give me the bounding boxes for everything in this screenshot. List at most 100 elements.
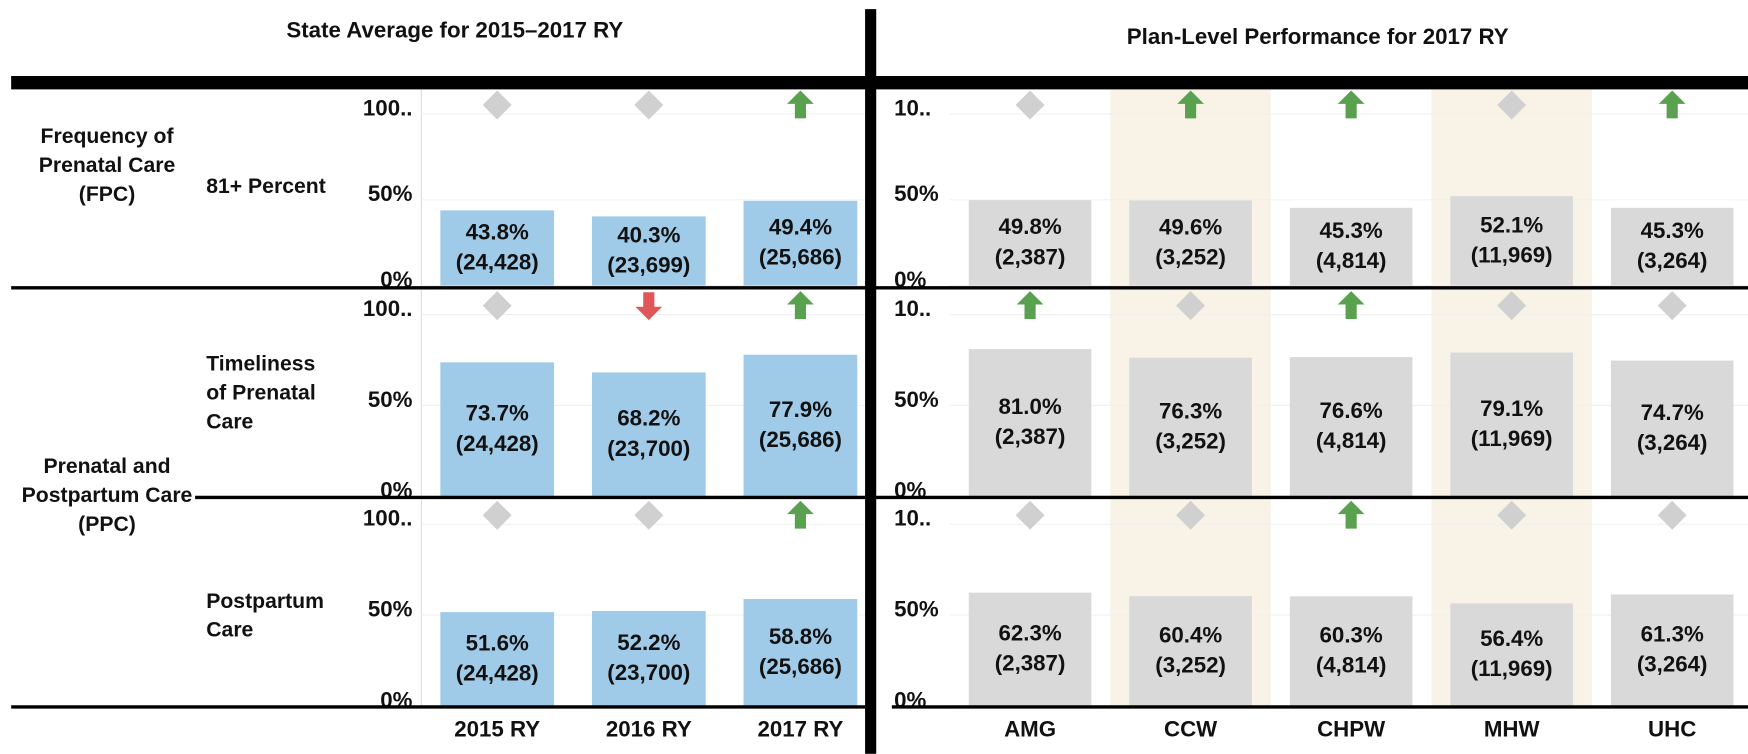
y-tick-label: 50% [368, 181, 413, 206]
count-label: (24,428) [456, 249, 539, 274]
count-label: (3,252) [1155, 245, 1226, 270]
measure-label-box: Postpartum Care [206, 500, 333, 706]
value-label: 58.8% [769, 624, 832, 649]
value-label: 79.1% [1480, 396, 1543, 421]
x-tick-label: CCW [1164, 716, 1218, 741]
count-label: (2,387) [995, 244, 1066, 269]
trend-flat [1015, 90, 1045, 120]
bar [1289, 596, 1413, 706]
value-label: 49.8% [998, 214, 1061, 239]
x-tick-label: UHC [1648, 716, 1696, 741]
trend-flat [634, 90, 664, 120]
y-tick-label: 10.. [894, 95, 931, 120]
x-tick-label: 2017 RY [757, 716, 843, 741]
count-label: (2,387) [995, 651, 1066, 676]
count-label: (23,700) [607, 436, 690, 461]
value-label: 51.6% [466, 630, 529, 655]
value-label: 73.7% [466, 401, 529, 426]
bar [743, 200, 858, 286]
value-label: 76.6% [1320, 398, 1383, 423]
trend-up [1177, 90, 1204, 119]
trend-up [1016, 291, 1044, 320]
group-label: Frequency of Prenatal Care (FPC) [38, 125, 176, 207]
trend-flat [482, 90, 512, 120]
trend-flat [1497, 291, 1527, 321]
x-tick-label: 2016 RY [606, 716, 692, 741]
group-label-box: Prenatal and Postpartum Care (PPC) [22, 455, 193, 536]
y-tick-label: 50% [368, 387, 413, 412]
count-label: (3,252) [1155, 428, 1226, 453]
marks: 0%50%100..43.8%(24,428)40.3%(23,699)49.4… [363, 90, 1734, 741]
value-label: 60.3% [1320, 622, 1383, 647]
bar [440, 210, 555, 286]
measure-label-text: 81+ Percent [206, 175, 326, 199]
bar [1129, 200, 1252, 286]
measure-label-text: Postpartum Care [206, 589, 324, 643]
x-tick-label: AMG [1004, 716, 1056, 741]
bar [1289, 207, 1413, 286]
y-tick-label: 10.. [894, 506, 931, 531]
count-label: (3,264) [1637, 430, 1708, 455]
count-label: (23,700) [607, 660, 690, 685]
trend-flat [1176, 500, 1206, 530]
measure-label-box: Timeliness of Prenatal Care [206, 290, 333, 496]
bar [1129, 596, 1252, 706]
value-label: 61.3% [1641, 622, 1704, 647]
y-tick-label: 100.. [363, 95, 413, 120]
group-label-box: Frequency of Prenatal Care (FPC) [38, 125, 176, 207]
bar [1289, 357, 1413, 497]
count-label: (23,699) [607, 252, 690, 277]
value-label: 76.3% [1159, 398, 1222, 423]
count-label: (4,814) [1316, 248, 1387, 273]
bar [968, 200, 1092, 286]
value-label: 43.8% [466, 219, 529, 244]
bar [968, 349, 1092, 497]
trend-flat [1657, 291, 1687, 321]
header-rule [11, 76, 1748, 90]
value-label: 49.6% [1159, 214, 1222, 239]
value-label: 52.1% [1480, 212, 1543, 237]
bar [1450, 352, 1573, 497]
x-tick-label: CHPW [1317, 716, 1386, 741]
trend-up [1658, 90, 1686, 119]
measure-label: Postpartum Care [206, 500, 333, 706]
x-tick-label: MHW [1484, 716, 1541, 741]
trend-up [1337, 291, 1365, 320]
bar [1610, 207, 1734, 286]
y-tick-label: 50% [368, 596, 413, 621]
count-label: (4,814) [1316, 428, 1387, 453]
bar [440, 362, 555, 497]
trend-flat [1497, 90, 1527, 120]
bar [1610, 360, 1734, 497]
count-label: (4,814) [1316, 653, 1387, 678]
value-label: 68.2% [617, 406, 680, 431]
trend-down [635, 292, 663, 321]
count-label: (11,969) [1471, 656, 1553, 681]
section-title: Plan-Level Performance for 2017 RY [1127, 24, 1509, 49]
trend-up [787, 291, 814, 320]
bar [743, 599, 858, 706]
trend-flat [634, 500, 664, 530]
count-label: (3,264) [1637, 652, 1708, 677]
value-label: 62.3% [998, 621, 1061, 646]
value-label: 45.3% [1320, 218, 1383, 243]
trend-up [787, 90, 814, 119]
count-label: (24,428) [456, 431, 539, 456]
y-tick-label: 50% [894, 181, 939, 206]
trend-up [787, 500, 814, 529]
section-title: State Average for 2015–2017 RY [286, 17, 623, 42]
trend-flat [1015, 500, 1045, 530]
bar [968, 592, 1092, 706]
trend-flat [1176, 291, 1206, 321]
bar [591, 216, 706, 286]
measure-label: 81+ Percent [206, 89, 333, 285]
y-tick-label: 50% [894, 596, 939, 621]
bar [591, 611, 706, 706]
measure-label-text: Timeliness of Prenatal Care [206, 351, 316, 434]
bar [1129, 357, 1252, 497]
value-label: 74.7% [1641, 400, 1704, 425]
measure-label: Timeliness of Prenatal Care [206, 290, 333, 496]
count-label: (3,252) [1155, 652, 1226, 677]
count-label: (3,264) [1637, 248, 1708, 273]
